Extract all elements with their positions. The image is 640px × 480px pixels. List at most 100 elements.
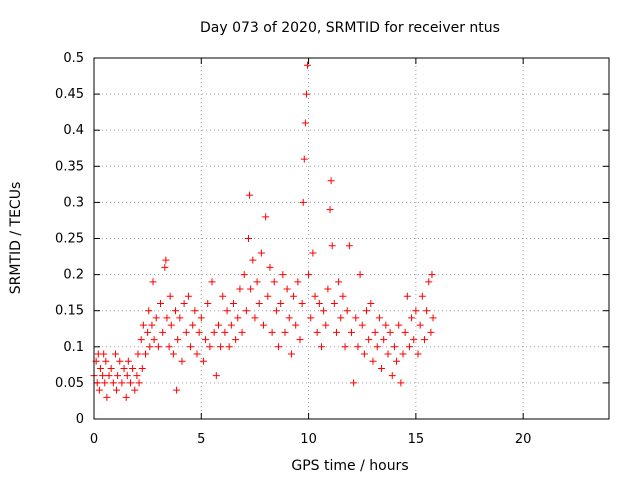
data-point-marker xyxy=(294,278,302,286)
data-point-marker xyxy=(101,379,109,387)
data-point-marker xyxy=(146,343,154,351)
data-point-marker xyxy=(96,364,104,372)
data-point-marker xyxy=(301,119,309,127)
data-point-marker xyxy=(144,328,152,336)
data-point-marker xyxy=(169,350,177,358)
data-point-marker xyxy=(414,350,422,358)
data-point-marker xyxy=(199,357,207,365)
data-point-marker xyxy=(332,328,340,336)
data-point-marker xyxy=(335,278,343,286)
data-point-marker xyxy=(145,307,153,315)
data-point-marker xyxy=(195,328,203,336)
data-point-marker xyxy=(167,321,175,329)
data-point-marker xyxy=(371,328,379,336)
data-point-marker xyxy=(290,292,298,300)
data-point-marker xyxy=(202,336,210,344)
data-point-marker xyxy=(120,364,128,372)
data-point-marker xyxy=(337,314,345,322)
data-point-marker xyxy=(327,177,335,185)
y-tick-label: 0.15 xyxy=(55,304,84,319)
data-point-marker xyxy=(281,328,289,336)
data-point-marker xyxy=(148,321,156,329)
data-point-marker xyxy=(165,343,173,351)
data-point-marker xyxy=(118,379,126,387)
data-point-marker xyxy=(382,321,390,329)
data-point-marker xyxy=(264,292,272,300)
data-point-marker xyxy=(397,379,405,387)
data-point-marker xyxy=(113,386,121,394)
data-point-marker xyxy=(253,278,261,286)
data-point-marker xyxy=(210,328,218,336)
data-point-marker xyxy=(116,357,124,365)
data-point-marker xyxy=(111,350,119,358)
chart-title: Day 073 of 2020, SRMTID for receiver ntu… xyxy=(200,20,500,36)
data-point-marker xyxy=(217,343,225,351)
data-point-marker xyxy=(405,343,413,351)
data-point-marker xyxy=(324,285,332,293)
data-point-marker xyxy=(236,285,244,293)
data-point-marker xyxy=(416,321,424,329)
data-point-marker xyxy=(425,278,433,286)
data-point-marker xyxy=(283,285,291,293)
data-point-marker xyxy=(300,155,308,163)
data-point-marker xyxy=(102,357,110,365)
data-point-marker xyxy=(311,292,319,300)
data-point-marker xyxy=(245,235,252,242)
data-point-marker xyxy=(249,256,257,264)
y-tick-label: 0 xyxy=(76,412,84,427)
data-point-marker xyxy=(93,379,101,387)
data-point-marker xyxy=(313,328,321,336)
data-point-marker xyxy=(154,343,162,351)
data-point-marker xyxy=(304,61,312,69)
data-point-marker xyxy=(365,336,373,344)
data-point-marker xyxy=(326,206,334,214)
plot-frame xyxy=(93,57,610,420)
data-point-marker xyxy=(270,278,278,286)
data-point-marker xyxy=(227,321,235,329)
data-point-marker xyxy=(341,343,349,351)
data-point-marker xyxy=(386,328,394,336)
data-point-marker xyxy=(138,364,146,372)
data-point-marker xyxy=(360,350,368,358)
data-point-marker xyxy=(257,249,265,257)
data-point-marker xyxy=(388,372,396,380)
data-point-marker xyxy=(166,292,174,300)
data-point-marker xyxy=(204,299,212,307)
data-point-marker xyxy=(163,314,171,322)
data-point-marker xyxy=(399,350,407,358)
data-point-marker xyxy=(279,271,287,279)
data-point-marker xyxy=(149,278,157,286)
data-point-marker xyxy=(309,249,317,257)
data-point-marker xyxy=(260,321,268,329)
data-point-marker xyxy=(240,271,248,279)
data-point-marker xyxy=(395,321,403,329)
data-point-marker xyxy=(99,372,107,380)
data-point-marker xyxy=(262,213,270,221)
data-point-marker xyxy=(189,321,197,329)
data-point-marker xyxy=(124,357,132,365)
data-point-marker xyxy=(350,379,358,387)
y-tick-label: 0.45 xyxy=(55,87,84,102)
data-point-marker xyxy=(343,307,351,315)
data-point-marker xyxy=(410,336,418,344)
data-point-marker xyxy=(285,314,293,322)
data-point-marker xyxy=(298,299,306,307)
data-point-marker xyxy=(330,299,338,307)
data-point-marker xyxy=(378,364,386,372)
data-point-marker xyxy=(197,314,205,322)
data-point-marker xyxy=(356,271,364,279)
data-point-marker xyxy=(173,386,181,394)
data-point-marker xyxy=(367,299,375,307)
data-point-marker xyxy=(103,393,111,401)
data-point-marker xyxy=(123,372,131,380)
data-point-marker xyxy=(339,292,347,300)
data-point-marker xyxy=(122,393,130,401)
data-points xyxy=(90,61,437,401)
data-point-marker xyxy=(380,336,388,344)
data-point-marker xyxy=(133,372,141,380)
data-point-marker xyxy=(348,328,355,336)
x-tick-label: 5 xyxy=(197,432,205,447)
y-axis-label: SRMTID / TECUs xyxy=(8,182,24,295)
data-point-marker xyxy=(345,242,353,250)
